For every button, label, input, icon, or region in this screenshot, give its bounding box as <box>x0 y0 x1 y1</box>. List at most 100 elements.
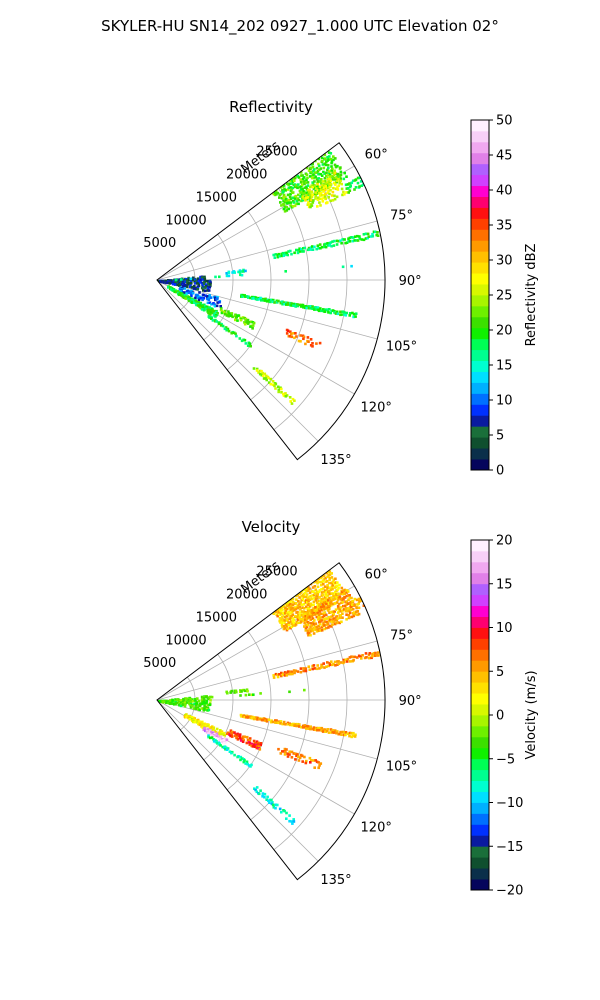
echo-gate <box>190 289 193 293</box>
echo-gate <box>299 195 302 198</box>
echo-gate <box>315 580 318 583</box>
echo-gate <box>207 310 211 313</box>
echo-gate <box>324 182 328 185</box>
echo-gate <box>289 598 293 601</box>
echo-gate <box>282 195 285 199</box>
echo-gate <box>301 724 305 728</box>
echo-band <box>207 734 253 768</box>
echo-gate <box>305 191 309 195</box>
echo-gate <box>305 306 308 310</box>
echo-gate <box>268 801 271 804</box>
echo-gate <box>298 596 301 599</box>
echo-gate <box>265 378 268 382</box>
colorbar-tick-label: 30 <box>496 254 513 269</box>
echo-gate <box>219 744 222 747</box>
echo-gate <box>353 612 357 616</box>
echo-gate <box>215 297 218 301</box>
echo-gate <box>206 703 210 707</box>
echo-gate <box>328 578 331 581</box>
echo-gate <box>210 695 214 699</box>
echo-gate <box>171 702 174 705</box>
echo-gate <box>279 192 283 196</box>
echo-gate <box>341 616 344 619</box>
echo-gate <box>296 304 299 308</box>
echo-gate <box>185 715 188 719</box>
echo-gate <box>283 626 287 630</box>
echo-gate <box>334 618 337 622</box>
echo-gate <box>318 168 321 171</box>
echo-gate <box>305 593 309 596</box>
echo-gate <box>230 689 233 693</box>
echo-gate <box>167 286 170 289</box>
echo-gate <box>319 629 322 632</box>
echo-gate <box>317 162 320 166</box>
echo-gate <box>283 809 286 813</box>
echo-gate <box>316 185 319 188</box>
echo-gate <box>279 609 282 613</box>
echo-gate <box>298 189 302 193</box>
echo-gate <box>283 187 286 191</box>
echo-gate <box>282 207 286 211</box>
echo-gate <box>296 670 300 673</box>
echo-gate <box>288 723 292 727</box>
echo-gate <box>312 173 315 176</box>
echo-gate <box>342 310 346 314</box>
echo-gate <box>336 179 339 183</box>
echo-gate <box>341 265 345 269</box>
echo-gate <box>327 182 331 186</box>
echo-gate <box>313 308 316 311</box>
echo-gate <box>285 251 288 255</box>
echo-gate <box>252 693 255 696</box>
echo-gate <box>171 289 175 292</box>
echo-gate <box>310 609 314 612</box>
echo-gate <box>309 307 312 310</box>
echo-gate <box>322 662 325 665</box>
echo-gate <box>348 656 352 659</box>
echo-gate <box>280 387 283 391</box>
echo-gate <box>265 720 269 723</box>
echo-gate <box>248 693 251 696</box>
echo-gate <box>255 367 259 371</box>
echo-gate <box>223 741 226 745</box>
echo-gate <box>302 607 306 610</box>
echo-gate <box>347 607 350 610</box>
echo-gate <box>168 702 172 705</box>
echo-gate <box>335 618 339 622</box>
echo-gate <box>339 310 342 314</box>
azimuth-line <box>156 699 319 862</box>
echo-gate <box>305 587 309 590</box>
echo-gate <box>320 575 324 578</box>
echo-gate <box>265 374 268 378</box>
echo-gate <box>305 173 309 176</box>
echo-gate <box>350 731 353 735</box>
echo-gate <box>283 619 287 622</box>
echo-gate <box>335 615 338 618</box>
echo-gate <box>284 251 287 255</box>
echo-gate <box>329 731 333 734</box>
echo-gate <box>322 186 326 189</box>
echo-gate <box>320 186 324 189</box>
echo-gate <box>219 308 223 311</box>
echo-gate <box>307 340 310 343</box>
echo-gate <box>317 608 321 611</box>
echo-gate <box>246 716 250 719</box>
echo-gate <box>256 718 259 721</box>
echo-gate <box>301 760 304 763</box>
echo-gate <box>290 607 294 610</box>
echo-gate <box>322 574 326 577</box>
echo-gate <box>326 201 329 204</box>
echo-gate <box>302 603 306 606</box>
colorbar-segment <box>471 284 489 296</box>
echo-gate <box>305 590 308 593</box>
echo-gate <box>345 618 348 621</box>
echo-gate <box>299 174 303 177</box>
echo-gate <box>259 743 262 747</box>
echo-gate <box>308 591 312 594</box>
echo-gate <box>367 235 371 238</box>
echo-gate <box>336 617 340 620</box>
echo-gate <box>362 238 366 242</box>
azimuth-tick-label: 105° <box>386 760 417 775</box>
echo-gate <box>331 623 334 626</box>
echo-gate <box>329 728 333 731</box>
